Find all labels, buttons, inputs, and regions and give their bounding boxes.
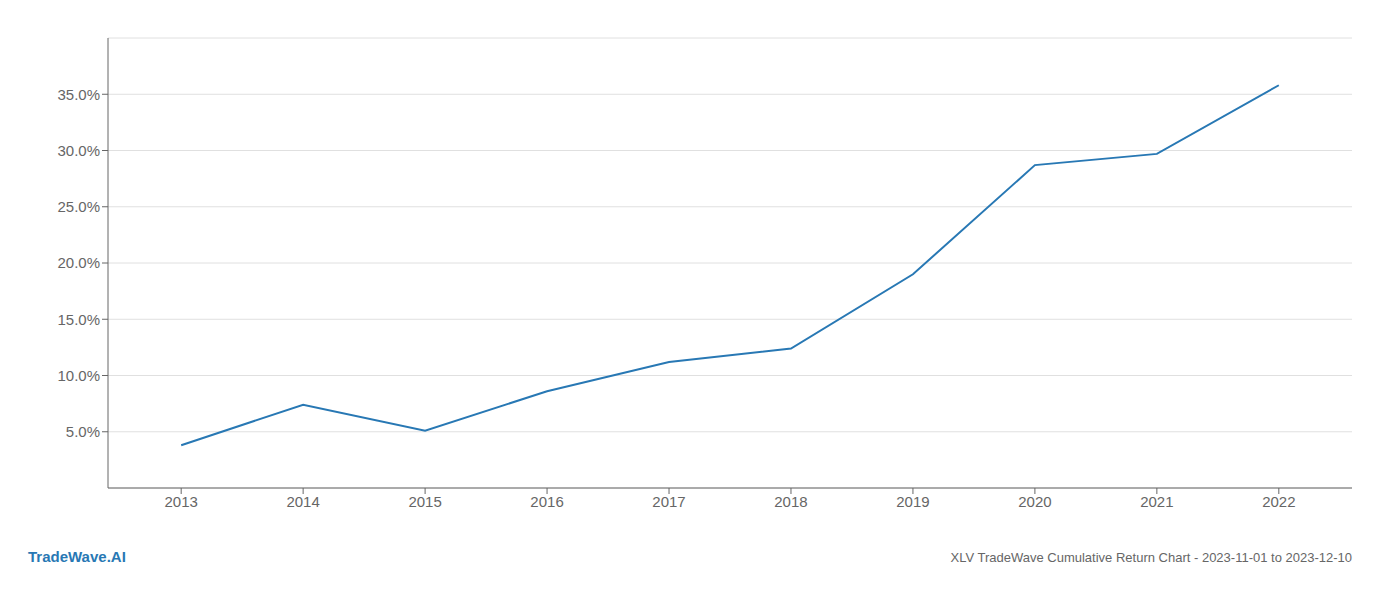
html-text:TradeWave.AI: TradeWave.AI: [28, 548, 126, 565]
svg-text:2018: 2018: [774, 493, 807, 510]
svg-text:2022: 2022: [1262, 493, 1295, 510]
svg-text:2017: 2017: [652, 493, 685, 510]
svg-text:10.0%: 10.0%: [57, 367, 100, 384]
svg-text:30.0%: 30.0%: [57, 142, 100, 159]
svg-text:2013: 2013: [164, 493, 197, 510]
svg-text:2014: 2014: [286, 493, 319, 510]
svg-text:2020: 2020: [1018, 493, 1051, 510]
svg-text:25.0%: 25.0%: [57, 198, 100, 215]
svg-text:15.0%: 15.0%: [57, 311, 100, 328]
svg-text:2016: 2016: [530, 493, 563, 510]
svg-text:2015: 2015: [408, 493, 441, 510]
svg-text:2019: 2019: [896, 493, 929, 510]
html-text:XLV TradeWave Cumulative Retur: XLV TradeWave Cumulative Return Chart - …: [950, 550, 1352, 565]
svg-text:5.0%: 5.0%: [66, 423, 100, 440]
svg-text:2021: 2021: [1140, 493, 1173, 510]
svg-text:35.0%: 35.0%: [57, 86, 100, 103]
svg-text:20.0%: 20.0%: [57, 254, 100, 271]
